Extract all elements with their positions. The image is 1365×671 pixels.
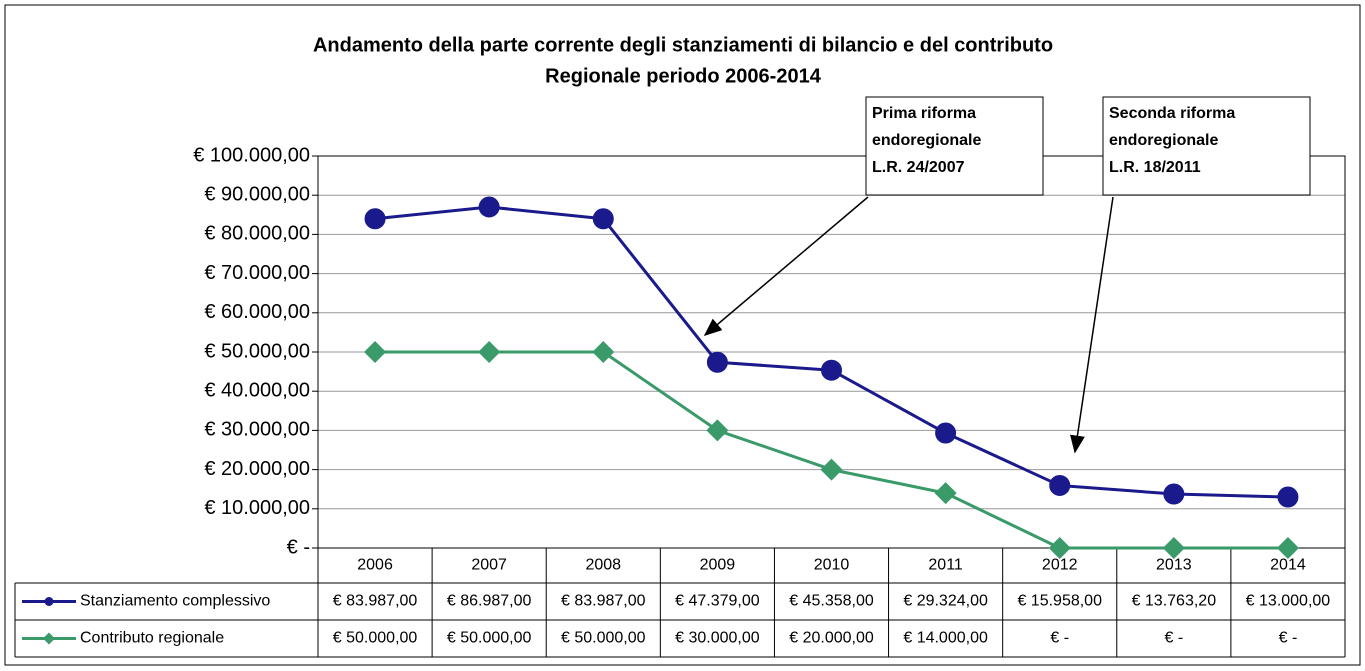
y-tick-label: € - xyxy=(287,536,310,558)
x-tick-label: 2013 xyxy=(1156,557,1192,574)
table-value: € 50.000,00 xyxy=(447,630,532,647)
table-value: € 20.000,00 xyxy=(789,630,874,647)
table-value: € 86.987,00 xyxy=(447,593,532,610)
data-point xyxy=(706,419,729,442)
y-tick-label: € 100.000,00 xyxy=(193,144,310,166)
table-value: € 45.358,00 xyxy=(789,593,874,610)
y-tick-label: € 60.000,00 xyxy=(204,301,310,323)
chart-title: Regionale periodo 2006-2014 xyxy=(545,65,822,87)
y-tick-label: € 50.000,00 xyxy=(204,340,310,362)
y-tick-label: € 70.000,00 xyxy=(204,262,310,284)
x-tick-label: 2008 xyxy=(585,557,621,574)
x-tick-label: 2006 xyxy=(357,557,393,574)
data-point xyxy=(592,208,614,230)
data-point xyxy=(364,208,386,230)
table-value: € 30.000,00 xyxy=(675,630,760,647)
legend-label: Contributo regionale xyxy=(80,630,224,647)
table-value: € 50.000,00 xyxy=(333,630,418,647)
data-point xyxy=(706,351,728,373)
y-tick-label: € 10.000,00 xyxy=(204,497,310,519)
x-tick-label: 2010 xyxy=(814,557,850,574)
x-tick-label: 2014 xyxy=(1270,557,1306,574)
x-tick-label: 2011 xyxy=(928,557,963,574)
table-value: € - xyxy=(1164,630,1183,647)
table-value: € 50.000,00 xyxy=(561,630,646,647)
data-point xyxy=(478,196,500,218)
y-tick-label: € 40.000,00 xyxy=(204,379,310,401)
x-tick-label: 2012 xyxy=(1042,557,1078,574)
legend-label: Stanziamento complessivo xyxy=(80,593,270,610)
table-value: € - xyxy=(1279,630,1298,647)
y-tick-label: € 30.000,00 xyxy=(204,419,310,441)
chart-title: Andamento della parte corrente degli sta… xyxy=(313,34,1053,56)
data-point xyxy=(1048,537,1071,559)
annotation-arrow xyxy=(1070,196,1114,454)
table-value: € 29.324,00 xyxy=(903,593,988,610)
table-value: € 15.958,00 xyxy=(1017,593,1102,610)
data-point xyxy=(364,341,387,363)
data-point xyxy=(1049,474,1071,496)
annotation-text: endoregionale xyxy=(872,132,981,149)
table-value: € 83.987,00 xyxy=(561,593,646,610)
data-point xyxy=(478,341,501,363)
table-value: € 14.000,00 xyxy=(903,630,988,647)
data-point xyxy=(934,482,957,505)
annotation-box xyxy=(1102,96,1311,196)
table-value: € 13.763,20 xyxy=(1132,593,1217,610)
table-value: € 47.379,00 xyxy=(675,593,760,610)
y-tick-label: € 90.000,00 xyxy=(204,183,310,205)
annotation-text: Prima riforma xyxy=(872,105,976,122)
y-tick-label: € 20.000,00 xyxy=(204,458,310,480)
annotation-arrow xyxy=(703,196,869,336)
x-tick-label: 2009 xyxy=(700,557,736,574)
data-point xyxy=(1277,486,1299,508)
data-point xyxy=(1162,537,1185,559)
legend-swatch xyxy=(43,632,55,645)
legend-swatch xyxy=(44,597,54,606)
annotation-text: L.R. 18/2011 xyxy=(1109,159,1201,176)
data-point xyxy=(820,458,843,481)
table-value: € 83.987,00 xyxy=(333,593,418,610)
annotation-text: L.R. 24/2007 xyxy=(872,159,965,176)
table-value: € 13.000,00 xyxy=(1246,593,1331,610)
annotation-text: endoregionale xyxy=(1109,132,1218,149)
data-point xyxy=(1163,483,1185,505)
data-point xyxy=(592,341,615,363)
data-point xyxy=(935,422,957,444)
annotation-box xyxy=(865,96,1044,196)
annotation-text: Seconda riforma xyxy=(1109,105,1235,122)
y-tick-label: € 80.000,00 xyxy=(204,223,310,245)
x-tick-label: 2007 xyxy=(471,557,507,574)
data-point xyxy=(821,359,842,381)
data-point xyxy=(1276,537,1299,559)
table-value: € - xyxy=(1050,630,1069,647)
